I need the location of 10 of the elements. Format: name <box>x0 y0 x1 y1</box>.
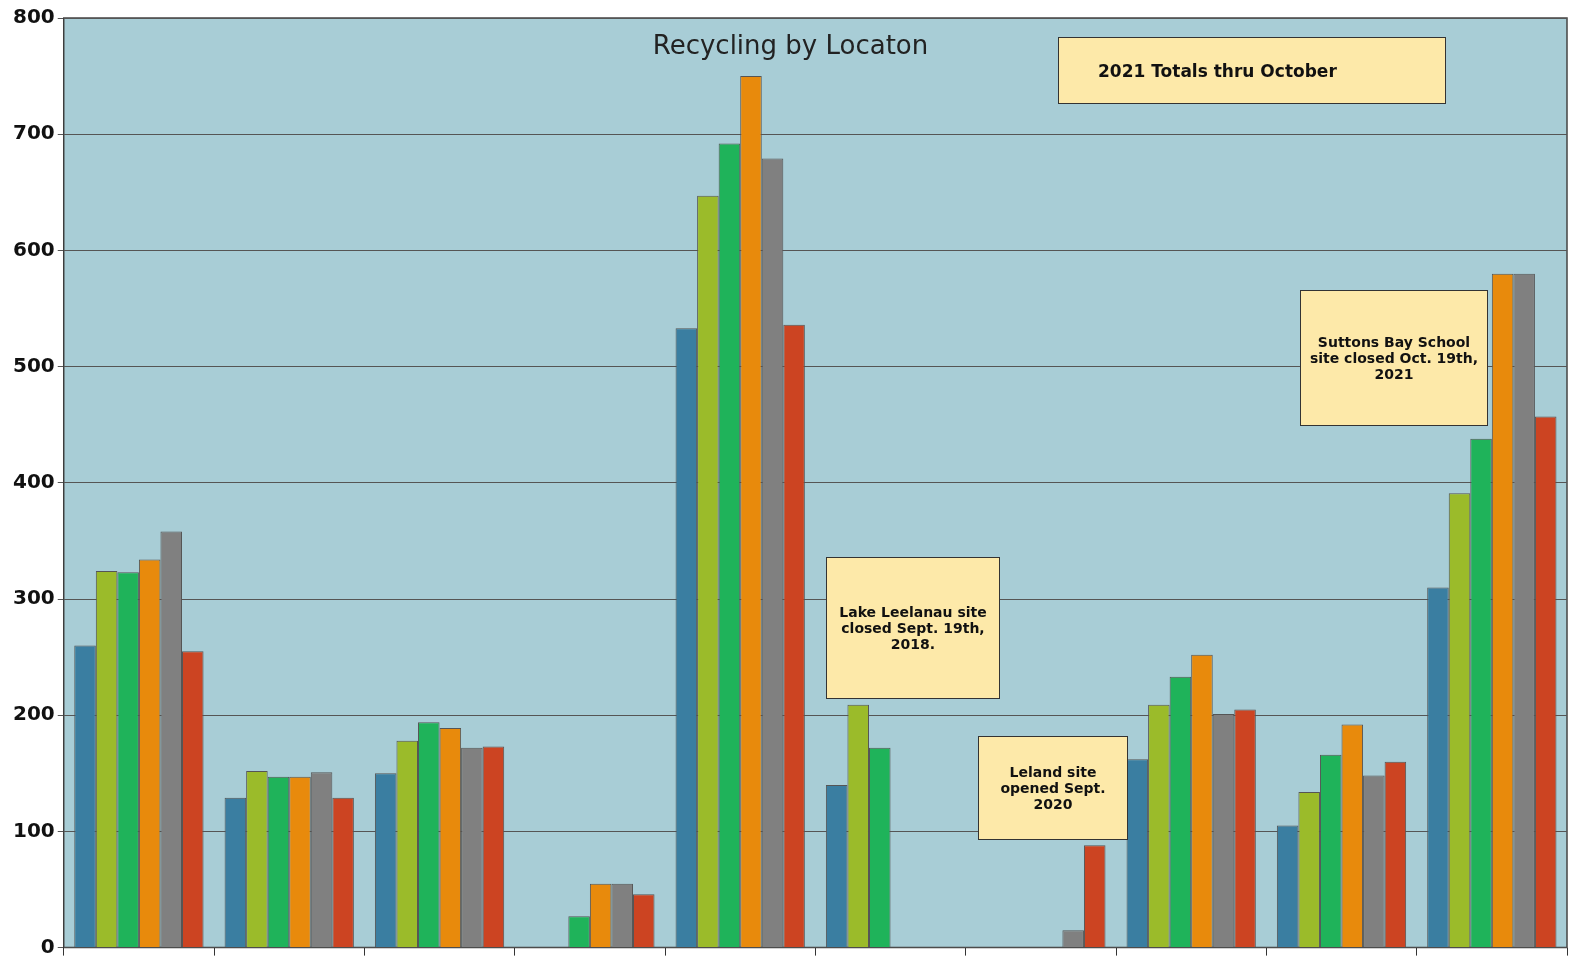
y-tick-label: 600 <box>13 236 55 261</box>
y-tick-label: 0 <box>40 933 55 958</box>
y-tick-label: 200 <box>13 701 55 726</box>
y-tick-label: 300 <box>13 585 55 610</box>
y-tick-label: 100 <box>13 817 55 842</box>
y-tick-label: 800 <box>13 4 55 29</box>
y-tick-label: 400 <box>13 469 55 493</box>
y-tick-label: 700 <box>13 120 55 145</box>
text: Recycling by Locaton <box>651 30 930 60</box>
y-tick-label: 500 <box>13 352 55 377</box>
